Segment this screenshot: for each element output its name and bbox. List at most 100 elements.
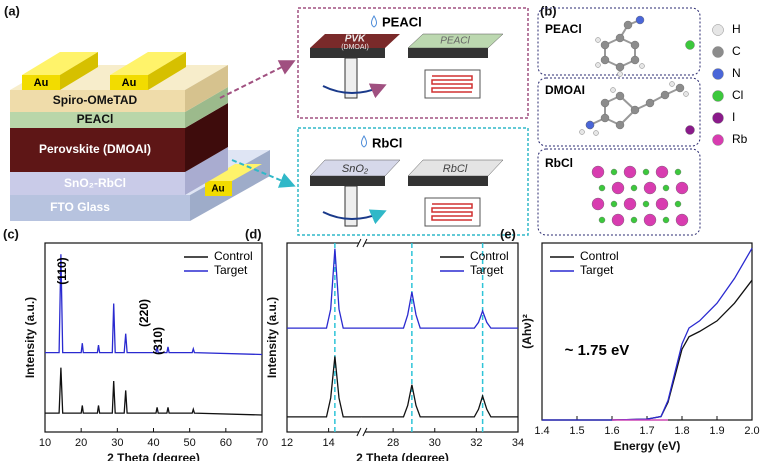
atom <box>630 216 638 224</box>
x-tick-label: 30 <box>429 437 441 449</box>
au-contact <box>110 75 148 90</box>
layer-label: Perovskite (DMOAI) <box>39 142 151 156</box>
au-contact <box>22 75 60 90</box>
atom <box>591 165 605 179</box>
arrow <box>231 159 296 188</box>
annotation: (220) <box>137 299 151 327</box>
slab <box>310 176 385 186</box>
layer-side <box>185 147 228 195</box>
atom <box>615 33 625 43</box>
element-swatch <box>712 112 724 124</box>
atom <box>600 113 610 123</box>
x-tick-label: 1.6 <box>604 425 619 437</box>
droplet <box>371 15 377 28</box>
atom <box>579 129 585 135</box>
au-label: Au <box>211 184 224 195</box>
x-tick-label: 28 <box>387 437 399 449</box>
atom <box>643 181 657 195</box>
data-line <box>287 248 518 329</box>
legend-label: Target <box>580 263 614 277</box>
layer-perovskite <box>10 128 185 172</box>
element-swatch <box>712 134 724 146</box>
au-side <box>148 52 186 90</box>
atom <box>595 62 601 68</box>
panel-a: (a) FTO Glass Au SnO₂-RbCl Perovskite (D… <box>4 3 529 236</box>
atom <box>598 216 606 224</box>
au-label: Au <box>34 77 49 89</box>
atom <box>683 91 689 97</box>
x-tick-label: 70 <box>256 437 268 449</box>
layer-label: FTO Glass <box>50 200 110 214</box>
plot-frame <box>541 242 753 421</box>
atom <box>662 184 670 192</box>
element-swatch <box>712 46 724 58</box>
atom <box>595 37 601 43</box>
legend-label: Target <box>470 263 504 277</box>
slab-label: RbCl <box>443 163 468 175</box>
x-tick-label: 1.9 <box>709 425 724 437</box>
atom <box>611 213 625 227</box>
atom <box>600 40 610 50</box>
atom <box>635 15 645 25</box>
arrow <box>219 60 296 99</box>
axis-break-gap <box>358 240 365 246</box>
x-tick-label: 34 <box>512 437 524 449</box>
charts: (c) 10 20 30 40 50 60 70 2 Theta (degree) Intensi… <box>3 226 760 461</box>
atom <box>600 55 610 65</box>
atom <box>623 197 637 211</box>
atom <box>611 181 625 195</box>
atom <box>623 20 633 30</box>
panel-label: (e) <box>500 226 516 241</box>
x-tick-label: 50 <box>184 437 196 449</box>
panel-label: (b) <box>540 3 557 18</box>
layer-label: SnO₂-RbCl <box>64 176 126 190</box>
atom <box>615 62 625 72</box>
panel-label: (c) <box>3 226 19 241</box>
element-swatch <box>712 90 724 102</box>
atom <box>642 168 650 176</box>
element-swatch <box>712 24 724 36</box>
slab-label: PEACl <box>440 36 470 47</box>
element-label: Rb <box>732 132 748 146</box>
molecule-label: DMOAI <box>545 83 585 97</box>
atom <box>630 105 640 115</box>
axis-break <box>356 238 368 248</box>
atom <box>655 165 669 179</box>
spinner <box>344 185 358 227</box>
element-swatch <box>712 68 724 80</box>
atom <box>685 125 695 135</box>
slab-label: SnO₂ <box>342 163 369 175</box>
au-top <box>110 52 186 75</box>
x-tick-label: 14 <box>322 437 334 449</box>
y-axis-title: (Ahν)² <box>520 314 534 349</box>
element-legend: HCN Cl I Rb <box>712 22 748 146</box>
reagent-label: PEACl <box>382 14 422 29</box>
atom <box>675 213 689 227</box>
x-tick-label: 30 <box>111 437 123 449</box>
data-line <box>45 254 263 356</box>
x-tick-label: 12 <box>281 437 293 449</box>
spin-arrow <box>322 83 387 99</box>
panel-label: (d) <box>245 226 262 241</box>
plot-frame <box>286 242 519 433</box>
layer-label: Spiro-OMeTAD <box>53 93 138 107</box>
au-side <box>60 52 98 90</box>
layer-peacl <box>10 112 185 128</box>
heater <box>431 203 473 221</box>
slab <box>408 176 488 186</box>
y-axis-title: Intensity (a.u.) <box>265 297 279 378</box>
layer-side <box>185 65 228 112</box>
slab <box>310 48 385 58</box>
molecule-label: RbCl <box>545 156 573 170</box>
annotation: ~ 1.75 eV <box>565 342 630 359</box>
layer-label: PEACl <box>77 112 114 126</box>
au-contact <box>205 181 232 196</box>
annotation: (310) <box>151 327 165 355</box>
atom <box>610 168 618 176</box>
spinner <box>344 57 358 99</box>
legend-label: Control <box>580 249 619 263</box>
atom <box>675 83 685 93</box>
atom <box>617 71 623 77</box>
atom <box>669 81 675 87</box>
